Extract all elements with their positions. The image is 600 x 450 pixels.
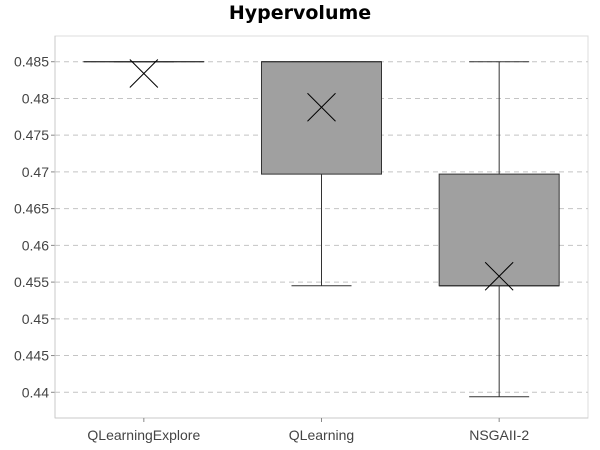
- y-tick-label: 0.47: [22, 164, 49, 180]
- x-tick-label: QLearningExplore: [87, 427, 200, 443]
- y-tick-label: 0.46: [22, 237, 49, 253]
- y-tick-label: 0.48: [22, 90, 49, 106]
- mean-marker: [484, 261, 514, 291]
- chart-title: Hypervolume: [228, 2, 372, 24]
- mean-marker: [129, 59, 159, 88]
- y-tick-label: 0.44: [22, 384, 49, 400]
- y-tick-label: 0.445: [14, 348, 49, 364]
- y-tick-label: 0.455: [14, 274, 49, 290]
- x-tick-label: NSGAII-2: [469, 427, 529, 443]
- y-tick-label: 0.45: [22, 311, 49, 327]
- y-tick-label: 0.475: [14, 127, 49, 143]
- x-tick-label: QLearning: [289, 427, 354, 443]
- y-tick-label: 0.485: [14, 54, 49, 70]
- y-tick-label: 0.465: [14, 201, 49, 217]
- box: [438, 173, 560, 287]
- box: [261, 61, 382, 175]
- mean-marker: [307, 92, 336, 122]
